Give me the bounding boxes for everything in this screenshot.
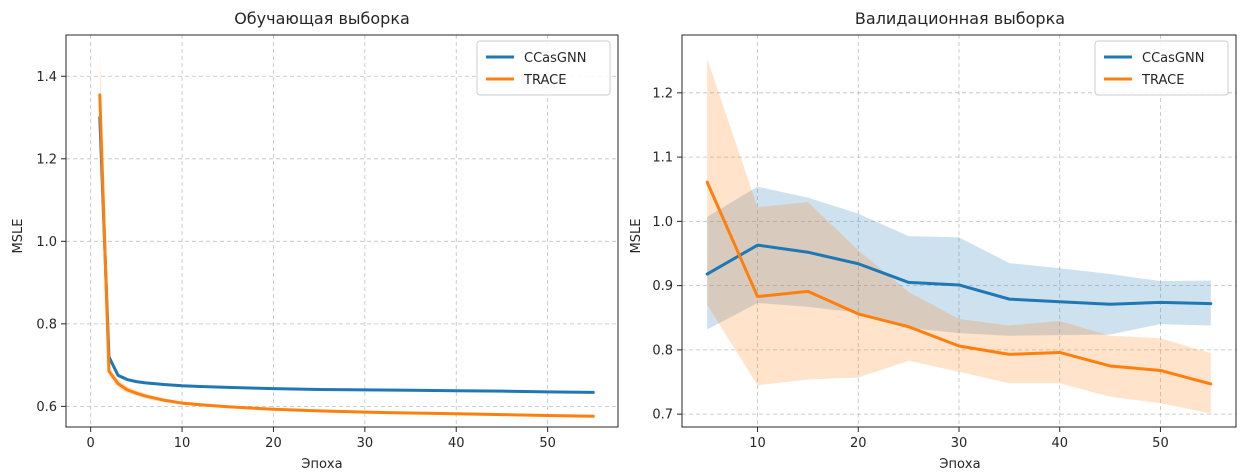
validation-chart: Валидационная выборка Эпоха MSLE 10 20 30 4… bbox=[629, 9, 1237, 472]
training-chart: Обучающая выборка Эпоха MSLE 0 10 20 30 40 50… bbox=[11, 9, 619, 472]
x-tick-label: 50 bbox=[539, 436, 556, 451]
chart-title: Обучающая выборка bbox=[234, 9, 410, 28]
grid bbox=[66, 35, 618, 427]
y-tick-label: 1.2 bbox=[36, 152, 57, 167]
confidence-band bbox=[707, 186, 1211, 336]
legend: CCasGNN TRACE bbox=[1094, 40, 1229, 96]
x-tick-label: 20 bbox=[850, 436, 867, 451]
y-tick-label: 0.7 bbox=[652, 408, 673, 423]
x-tick-label: 40 bbox=[1051, 436, 1068, 451]
x-tick-label: 20 bbox=[265, 436, 282, 451]
chart-title: Валидационная выборка bbox=[855, 9, 1065, 28]
x-tick-label: 10 bbox=[749, 436, 766, 451]
x-tick-label: 30 bbox=[357, 436, 374, 451]
y-axis-label: MSLE bbox=[629, 219, 644, 254]
x-axis-label: Эпоха bbox=[301, 457, 342, 472]
grid bbox=[682, 35, 1236, 427]
series-line bbox=[705, 243, 1213, 306]
y-tick-label: 0.8 bbox=[36, 317, 57, 332]
x-axis-label: Эпоха bbox=[939, 457, 980, 472]
legend-box bbox=[1094, 40, 1229, 96]
legend-label: TRACE bbox=[523, 73, 566, 88]
x-tick-label: 10 bbox=[174, 436, 191, 451]
plot-frame bbox=[65, 34, 619, 428]
legend: CCasGNN TRACE bbox=[476, 40, 611, 96]
legend-label: CCasGNN bbox=[1142, 51, 1204, 66]
y-tick-label: 0.9 bbox=[652, 279, 673, 294]
legend-box bbox=[476, 40, 611, 96]
y-tick-label: 1.4 bbox=[36, 70, 57, 85]
legend-label: TRACE bbox=[1141, 73, 1184, 88]
series-line bbox=[705, 180, 1213, 386]
y-axis-label: MSLE bbox=[11, 219, 26, 254]
y-tick-label: 1.0 bbox=[36, 235, 57, 250]
y-tick-label: 0.6 bbox=[36, 400, 57, 415]
x-tick-label: 50 bbox=[1152, 436, 1169, 451]
series-line bbox=[98, 116, 595, 394]
y-tick-label: 1.1 bbox=[652, 151, 673, 166]
y-tick-label: 0.8 bbox=[652, 343, 673, 358]
x-tick-label: 0 bbox=[87, 436, 95, 451]
legend-label: CCasGNN bbox=[524, 51, 586, 66]
x-tick-label: 30 bbox=[951, 436, 968, 451]
series-line bbox=[98, 93, 595, 418]
y-tick-label: 1.0 bbox=[652, 215, 673, 230]
y-tick-label: 1.2 bbox=[652, 86, 673, 101]
confidence-band bbox=[707, 58, 1211, 414]
x-tick-label: 40 bbox=[448, 436, 465, 451]
